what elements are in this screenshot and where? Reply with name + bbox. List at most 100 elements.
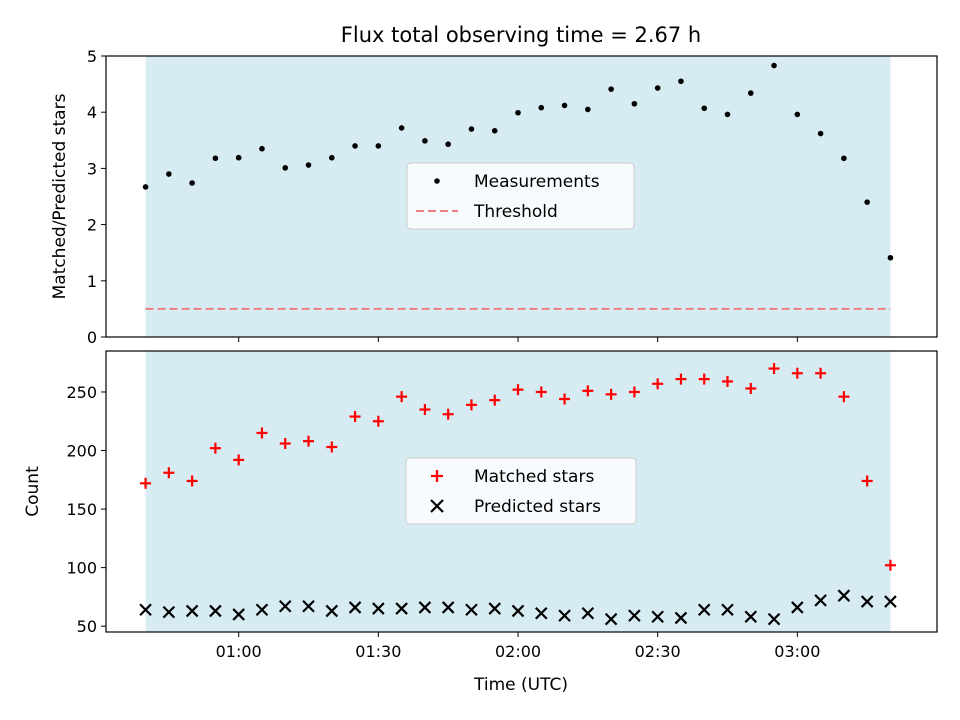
- measurement-point: [631, 100, 638, 107]
- bottom-ytick-label: 200: [66, 442, 97, 461]
- measurement-point: [375, 143, 382, 149]
- bottom-legend-box: [405, 457, 637, 525]
- legend-measurements-label: Measurements: [474, 172, 600, 192]
- predicted-star-point: [674, 611, 688, 625]
- top-ylabel: Matched/Predicted stars: [50, 93, 70, 299]
- matched-star-point: [815, 367, 827, 379]
- matched-star-point: [722, 375, 734, 387]
- predicted-star-point: [535, 606, 548, 620]
- predicted-star-point: [721, 603, 734, 617]
- matched-star-point: [745, 382, 757, 394]
- bottom-ytick-label: 250: [66, 383, 97, 402]
- x-axis-label: Time (UTC): [473, 675, 568, 695]
- predicted-star-point: [395, 602, 408, 615]
- predicted-star-point: [884, 595, 897, 608]
- matched-star-point: [419, 404, 431, 416]
- predicted-star-point: [348, 601, 362, 614]
- measurement-point: [422, 138, 428, 144]
- legend-measurement-marker: [434, 178, 440, 184]
- measurement-point: [887, 254, 894, 261]
- matched-star-point: [489, 394, 501, 406]
- legend-threshold-label: Threshold: [473, 202, 558, 222]
- predicted-star-point: [441, 601, 455, 614]
- bottom-ytick-label: 150: [66, 500, 97, 519]
- matched-star-point: [884, 559, 896, 571]
- predicted-star-point: [465, 603, 478, 617]
- predicted-star-point: [372, 602, 385, 615]
- predicted-star-point: [604, 612, 618, 626]
- measurement-point: [841, 155, 847, 162]
- measurement-point: [561, 102, 568, 109]
- predicted-star-point: [558, 609, 571, 622]
- measurement-point: [235, 154, 242, 161]
- bottom-axes-frame: [105, 350, 938, 633]
- measurement-point: [282, 165, 289, 171]
- top-ytick-label: 3: [87, 159, 97, 178]
- predicted-star-point: [791, 601, 804, 614]
- matched-star-point: [303, 435, 315, 447]
- measurement-point: [468, 126, 475, 132]
- legend-matched-marker: [431, 470, 443, 482]
- predicted-star-point: [232, 608, 245, 621]
- xtick-label: 02:00: [495, 642, 541, 661]
- matched-star-point: [256, 427, 268, 439]
- matched-star-point: [233, 454, 245, 466]
- bottom-ylabel: Count: [23, 466, 43, 517]
- matched-star-point: [442, 408, 454, 420]
- bottom-panel: 50 100 150 200 250 01:00 01:30 02:00 02:30 03:00…: [23, 350, 938, 695]
- predicted-star-point: [418, 601, 432, 614]
- matched-star-point: [209, 442, 221, 454]
- xtick-label: 01:30: [355, 642, 401, 661]
- measurement-point: [771, 62, 777, 69]
- matched-star-point: [512, 384, 524, 396]
- predicted-star-point: [860, 595, 874, 608]
- bottom-ytick-label: 100: [66, 559, 97, 578]
- predicted-star-point: [209, 604, 222, 618]
- top-ytick-label: 5: [87, 47, 97, 66]
- top-ytick-label: 2: [87, 216, 97, 235]
- bottom-ytick-label: 50: [77, 617, 97, 636]
- matched-star-point: [652, 378, 664, 390]
- top-axes-frame: [105, 55, 938, 338]
- matched-star-point: [465, 399, 477, 411]
- matched-star-point: [675, 373, 687, 385]
- matched-star-point: [163, 467, 175, 479]
- measurement-point: [305, 162, 312, 168]
- predicted-star-point: [837, 589, 851, 602]
- measurement-point: [445, 141, 451, 148]
- measurement-point: [701, 105, 708, 112]
- predicted-star-point: [628, 609, 641, 622]
- top-ytick-label: 4: [87, 103, 97, 122]
- measurement-point: [864, 199, 870, 205]
- matched-star-point: [349, 411, 361, 423]
- predicted-star-point: [139, 603, 152, 617]
- predicted-star-point: [488, 602, 502, 615]
- legend-matched-label: Matched stars: [474, 467, 594, 487]
- predicted-star-point: [511, 604, 525, 618]
- matched-star-point: [768, 363, 780, 375]
- measurement-point: [189, 180, 195, 186]
- measurement-point: [259, 145, 265, 152]
- measurement-point: [608, 86, 614, 92]
- predicted-star-point: [814, 594, 827, 607]
- matched-star-point: [372, 415, 384, 427]
- top-ytick-label: 0: [87, 328, 97, 347]
- predicted-star-point: [697, 603, 711, 617]
- measurement-point: [491, 127, 498, 134]
- measurement-point: [794, 111, 801, 118]
- measurement-point: [538, 104, 545, 111]
- matched-star-point: [582, 385, 594, 397]
- measurement-point: [678, 78, 684, 85]
- legend-predicted-label: Predicted stars: [474, 497, 601, 517]
- matched-star-point: [605, 388, 617, 400]
- xtick-label: 03:00: [774, 642, 820, 661]
- measurement-point: [654, 85, 661, 91]
- predicted-star-point: [651, 610, 664, 624]
- matched-star-point: [279, 437, 291, 449]
- matched-star-point: [535, 386, 547, 398]
- predicted-star-point: [278, 599, 292, 613]
- measurement-point: [585, 106, 591, 113]
- predicted-star-point: [581, 606, 595, 620]
- matched-star-point: [698, 373, 710, 385]
